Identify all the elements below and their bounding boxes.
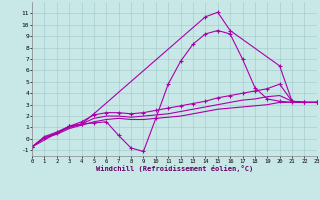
X-axis label: Windchill (Refroidissement éolien,°C): Windchill (Refroidissement éolien,°C) bbox=[96, 165, 253, 172]
